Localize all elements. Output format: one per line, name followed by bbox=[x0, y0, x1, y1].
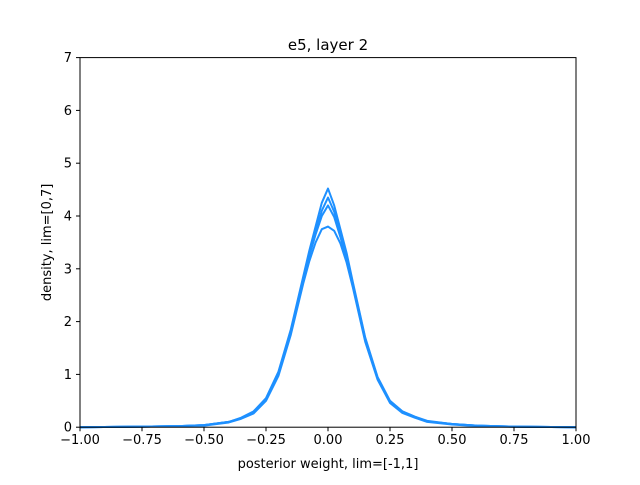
x-tick-label: 0.50 bbox=[438, 433, 467, 448]
y-tick-label: 2 bbox=[64, 315, 72, 330]
x-axis-label: posterior weight, lim=[-1,1] bbox=[238, 457, 419, 472]
x-tick-label: −0.25 bbox=[246, 433, 286, 448]
y-axis-label: density, lim=[0,7] bbox=[40, 184, 55, 302]
y-tick-label: 5 bbox=[64, 157, 72, 172]
density-line-3 bbox=[79, 225, 577, 429]
density-line-2 bbox=[79, 204, 577, 429]
x-tick-label: −0.75 bbox=[122, 433, 162, 448]
y-axis: 0 1 2 3 4 5 6 7 bbox=[64, 51, 80, 436]
density-line-4 bbox=[79, 196, 577, 429]
chart-title: e5, layer 2 bbox=[288, 36, 368, 54]
x-tick-label: 1.00 bbox=[562, 433, 591, 448]
series-layer bbox=[79, 187, 577, 429]
plot-frame bbox=[79, 57, 577, 428]
y-tick-label: 6 bbox=[64, 104, 72, 119]
x-tick-label: −0.50 bbox=[184, 433, 224, 448]
x-tick-label: −1.00 bbox=[60, 433, 100, 448]
density-line-1 bbox=[79, 187, 577, 429]
y-tick-label: 0 bbox=[64, 421, 72, 436]
x-tick-label: 0.75 bbox=[500, 433, 529, 448]
x-tick-label: 0.25 bbox=[376, 433, 405, 448]
x-axis: −1.00 −0.75 −0.50 −0.25 0.00 0.25 0.50 0.75 1.00 bbox=[60, 427, 590, 448]
y-tick-label: 1 bbox=[64, 368, 72, 383]
y-tick-label: 3 bbox=[64, 262, 72, 277]
y-tick-label: 7 bbox=[64, 51, 72, 66]
x-tick-label: 0.00 bbox=[314, 433, 343, 448]
y-tick-label: 4 bbox=[64, 210, 72, 225]
